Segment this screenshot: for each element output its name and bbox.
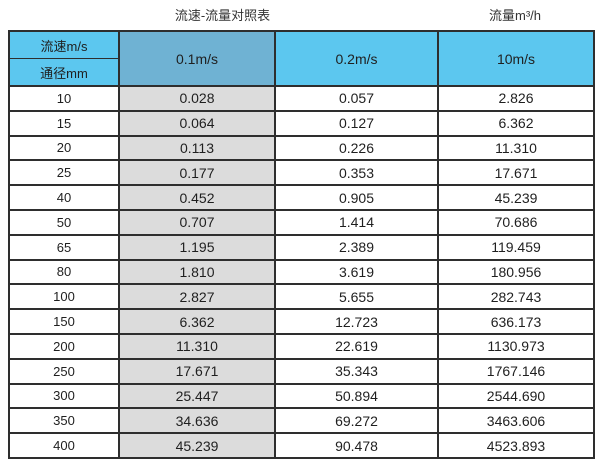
- flow-cell-02ms: 0.127: [274, 109, 439, 137]
- flow-cell-02ms: 2.389: [274, 233, 439, 261]
- table-row: 15 0.064 0.127 6.362: [8, 109, 595, 137]
- flow-cell-01ms: 1.810: [118, 258, 276, 286]
- diameter-cell: 10: [8, 85, 120, 112]
- diameter-cell: 80: [8, 258, 120, 286]
- table-row: 200 11.310 22.619 1130.973: [8, 332, 595, 360]
- table-row: 50 0.707 1.414 70.686: [8, 208, 595, 236]
- table-header: 流速m/s 0.1m/s 0.2m/s 10m/s 通径mm: [8, 30, 595, 87]
- corner-velocity-label: 流速m/s: [8, 30, 120, 59]
- flow-cell-01ms: 45.239: [118, 432, 276, 459]
- diameter-cell: 15: [8, 109, 120, 137]
- flow-cell-02ms: 69.272: [274, 407, 439, 435]
- flow-cell-10ms: 636.173: [437, 308, 595, 335]
- flow-cell-10ms: 17.671: [437, 159, 595, 187]
- col-header-10ms: 10m/s: [437, 30, 595, 87]
- flow-cell-10ms: 6.362: [437, 109, 595, 137]
- table-row: 250 17.671 35.343 1767.146: [8, 357, 595, 385]
- diameter-cell: 300: [8, 382, 120, 410]
- table-row: 10 0.028 0.057 2.826: [8, 85, 595, 112]
- table-row: 25 0.177 0.353 17.671: [8, 159, 595, 187]
- diameter-cell: 50: [8, 208, 120, 236]
- flow-cell-10ms: 2.826: [437, 85, 595, 112]
- table-row: 350 34.636 69.272 3463.606: [8, 407, 595, 435]
- flow-cell-01ms: 0.177: [118, 159, 276, 187]
- corner-diameter-label: 通径mm: [8, 58, 120, 87]
- diameter-cell: 20: [8, 134, 120, 162]
- diameter-cell: 40: [8, 184, 120, 211]
- flow-cell-10ms: 70.686: [437, 208, 595, 236]
- flow-cell-01ms: 17.671: [118, 357, 276, 385]
- table-row: 80 1.810 3.619 180.956: [8, 258, 595, 286]
- diameter-cell: 350: [8, 407, 120, 435]
- flow-cell-01ms: 25.447: [118, 382, 276, 410]
- table-row: 20 0.113 0.226 11.310: [8, 134, 595, 162]
- flow-cell-01ms: 1.195: [118, 233, 276, 261]
- table-row: 400 45.239 90.478 4523.893: [8, 432, 595, 459]
- flow-cell-02ms: 35.343: [274, 357, 439, 385]
- flow-cell-02ms: 5.655: [274, 283, 439, 311]
- header-row-top: 流速m/s 0.1m/s 0.2m/s 10m/s: [8, 30, 595, 87]
- page-header: 流速-流量对照表 流量m³/h: [0, 0, 600, 30]
- table-row: 40 0.452 0.905 45.239: [8, 184, 595, 211]
- diameter-cell: 150: [8, 308, 120, 335]
- diameter-cell: 25: [8, 159, 120, 187]
- flow-cell-02ms: 0.226: [274, 134, 439, 162]
- table-row: 100 2.827 5.655 282.743: [8, 283, 595, 311]
- flow-cell-01ms: 6.362: [118, 308, 276, 335]
- flow-cell-01ms: 2.827: [118, 283, 276, 311]
- diameter-cell: 400: [8, 432, 120, 459]
- flow-cell-02ms: 12.723: [274, 308, 439, 335]
- flow-cell-02ms: 1.414: [274, 208, 439, 236]
- flow-cell-01ms: 11.310: [118, 332, 276, 360]
- flow-cell-01ms: 0.452: [118, 184, 276, 211]
- flow-cell-10ms: 1767.146: [437, 357, 595, 385]
- flow-cell-10ms: 119.459: [437, 233, 595, 261]
- flow-cell-02ms: 90.478: [274, 432, 439, 459]
- table-body: 10 0.028 0.057 2.826 15 0.064 0.127 6.36…: [8, 85, 595, 459]
- flow-cell-10ms: 282.743: [437, 283, 595, 311]
- table-row: 65 1.195 2.389 119.459: [8, 233, 595, 261]
- flow-cell-10ms: 3463.606: [437, 407, 595, 435]
- flow-cell-01ms: 34.636: [118, 407, 276, 435]
- flow-cell-10ms: 2544.690: [437, 382, 595, 410]
- diameter-cell: 200: [8, 332, 120, 360]
- flow-cell-02ms: 22.619: [274, 332, 439, 360]
- col-header-02ms: 0.2m/s: [274, 30, 439, 87]
- diameter-cell: 250: [8, 357, 120, 385]
- table-row: 150 6.362 12.723 636.173: [8, 308, 595, 335]
- flow-cell-02ms: 0.905: [274, 184, 439, 211]
- flow-unit-label: 流量m³/h: [488, 8, 541, 23]
- flow-cell-01ms: 0.028: [118, 85, 276, 112]
- diameter-cell: 100: [8, 283, 120, 311]
- diameter-cell: 65: [8, 233, 120, 261]
- flow-cell-10ms: 4523.893: [437, 432, 595, 459]
- flow-cell-10ms: 180.956: [437, 258, 595, 286]
- flow-cell-10ms: 1130.973: [437, 332, 595, 360]
- flow-cell-02ms: 50.894: [274, 382, 439, 410]
- table-row: 300 25.447 50.894 2544.690: [8, 382, 595, 410]
- flow-cell-02ms: 3.619: [274, 258, 439, 286]
- flow-cell-10ms: 45.239: [437, 184, 595, 211]
- flow-cell-02ms: 0.057: [274, 85, 439, 112]
- flow-cell-10ms: 11.310: [437, 134, 595, 162]
- flow-rate-table: 流速m/s 0.1m/s 0.2m/s 10m/s 通径mm 10 0.028 …: [8, 30, 595, 459]
- flow-cell-02ms: 0.353: [274, 159, 439, 187]
- table-title: 流速-流量对照表: [174, 8, 271, 23]
- header-row-bottom: 通径mm: [8, 58, 594, 87]
- flow-cell-01ms: 0.707: [118, 208, 276, 236]
- flow-cell-01ms: 0.113: [118, 134, 276, 162]
- flow-cell-01ms: 0.064: [118, 109, 276, 137]
- col-header-01ms: 0.1m/s: [118, 30, 276, 87]
